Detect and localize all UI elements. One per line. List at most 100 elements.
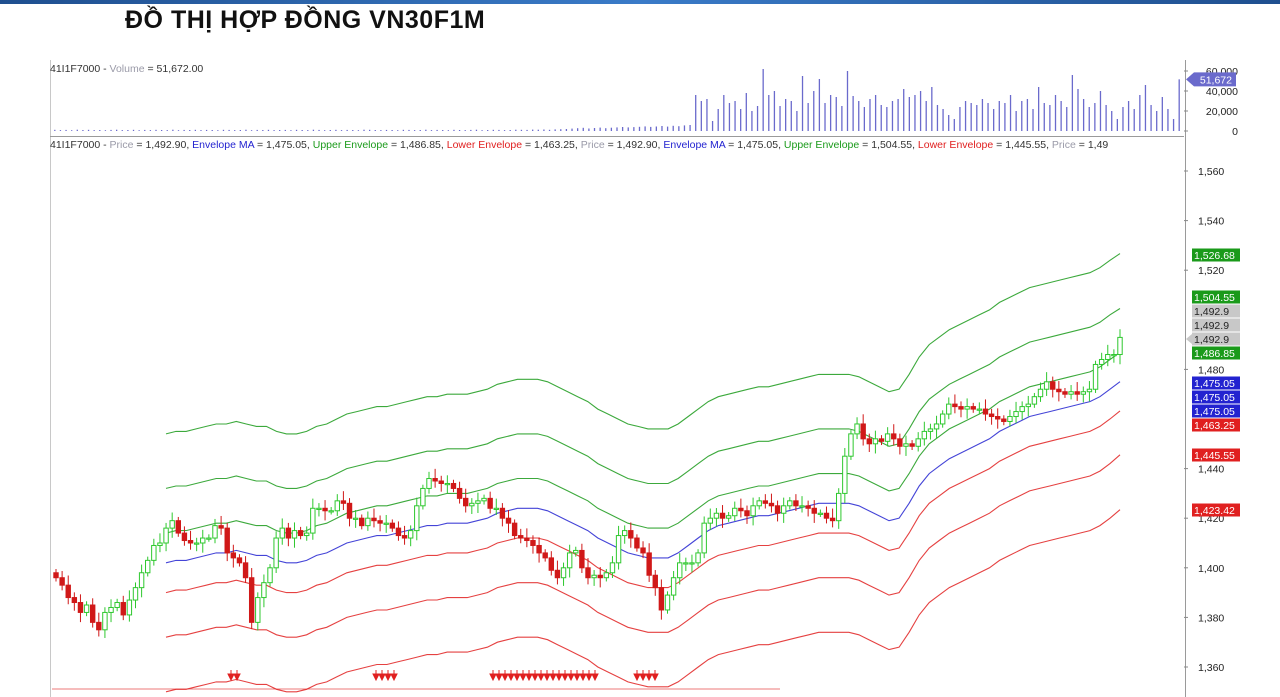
volume-legend: 41I1F7000 - Volume = 51,672.00 <box>50 63 1182 75</box>
candle-body <box>823 512 830 519</box>
value-tag-label: 1,475.05 <box>1194 378 1235 390</box>
candle-body <box>1074 391 1080 395</box>
sell-signal-arrow <box>501 670 509 682</box>
value-tag-label: 1,463.25 <box>1194 420 1235 432</box>
price-axis-tick: 1,480 <box>1198 364 1224 376</box>
candle-body <box>438 480 444 484</box>
candle-body <box>157 542 163 546</box>
candle-body <box>401 535 408 539</box>
candle-body <box>328 510 334 513</box>
candle-body <box>933 423 940 430</box>
candle-body <box>695 552 701 564</box>
candle-body <box>1001 418 1007 422</box>
candle-body <box>566 552 573 569</box>
candle-body <box>181 532 188 542</box>
price-legend-symbol: 41I1F7000 - <box>50 139 110 151</box>
sell-signal-arrow <box>639 670 647 682</box>
candle-body <box>1043 381 1050 390</box>
candle-body <box>1117 336 1123 356</box>
price-legend-item-value: = 1,49 <box>1075 139 1109 151</box>
candle-body <box>236 557 243 564</box>
value-tag-label: 1,492.9 <box>1194 320 1229 332</box>
candle-body <box>365 517 371 527</box>
price-legend-item-value: = 1,504.55, <box>859 139 918 151</box>
candle-body <box>995 416 1001 420</box>
value-tag-label: 1,526.68 <box>1194 250 1235 262</box>
candle-body <box>866 438 872 445</box>
candle-body <box>817 512 824 515</box>
envelope-line <box>165 454 1121 638</box>
value-tag-label: 1,492.9 <box>1194 334 1229 346</box>
candle-body <box>218 525 224 529</box>
sell-signal-arrow <box>645 670 653 682</box>
candle-body <box>1050 381 1056 390</box>
value-tag <box>1192 346 1240 360</box>
candle-body <box>432 478 438 482</box>
candle-body <box>212 525 218 539</box>
candle-body <box>524 537 530 542</box>
candle-body <box>756 500 762 507</box>
candle-body <box>1068 391 1074 395</box>
candle-body <box>542 552 548 559</box>
candle-body <box>83 604 90 613</box>
sell-signal-arrow <box>378 670 386 682</box>
value-tag <box>1192 418 1240 432</box>
sell-signal-arrow <box>561 670 569 682</box>
sell-signal-arrow <box>390 670 398 682</box>
value-tag <box>1192 248 1240 262</box>
candle-body <box>897 438 903 447</box>
candle-body <box>1007 416 1013 422</box>
value-tag <box>1192 318 1240 332</box>
price-legend-item-value: = 1,445.55, <box>993 139 1052 151</box>
chart-frame <box>50 60 1186 697</box>
candle-body <box>609 562 616 574</box>
candle-body <box>359 517 365 527</box>
candle-body <box>591 574 597 579</box>
candle-body <box>793 500 799 507</box>
candle-body <box>787 500 793 507</box>
volume-last-tag <box>1186 72 1236 87</box>
candle-body <box>640 547 646 554</box>
candle-body <box>175 520 181 534</box>
candle-body <box>481 497 487 502</box>
candle-body <box>615 535 622 564</box>
volume-last-tag-label: 51,672 <box>1200 74 1232 86</box>
candle-body <box>530 540 536 546</box>
candle-body <box>493 507 499 510</box>
candle-body <box>426 478 432 489</box>
price-legend-item-label: Price <box>109 139 134 151</box>
candle-body <box>1080 391 1087 395</box>
price-axis-tick: 1,560 <box>1198 166 1224 178</box>
candle-body <box>267 567 273 584</box>
sell-signal-arrow <box>495 670 503 682</box>
sell-signal-arrow <box>531 670 539 682</box>
candle-body <box>970 406 976 410</box>
candle-body <box>163 527 169 544</box>
candle-body <box>860 423 866 440</box>
price-legend-item-value: = 1,463.25, <box>522 139 581 151</box>
pane-separator[interactable] <box>50 136 1184 137</box>
candle-body <box>102 611 108 631</box>
candle-body <box>976 408 983 411</box>
candle-body <box>114 602 120 608</box>
price-legend-item-label: Price <box>1051 139 1076 151</box>
candle-body <box>719 512 726 519</box>
price-legend-item-label: Envelope MA <box>192 139 255 151</box>
candle-body <box>1037 388 1044 398</box>
candle-body <box>762 500 769 504</box>
price-legend-item-label: Lower Envelope <box>917 139 994 151</box>
candle-body <box>126 599 133 616</box>
candle-body <box>108 606 114 613</box>
candle-body <box>952 403 958 408</box>
value-tag <box>1192 332 1240 346</box>
candle-body <box>279 527 285 539</box>
candle-body <box>683 562 689 565</box>
candle-body <box>848 433 854 457</box>
sell-signal-arrow <box>227 670 235 682</box>
value-tag-label: 1,475.05 <box>1194 392 1235 404</box>
candle-body <box>677 562 683 579</box>
sell-signal-arrow <box>585 670 593 682</box>
candle-body <box>891 433 897 440</box>
candle-body <box>750 505 756 517</box>
